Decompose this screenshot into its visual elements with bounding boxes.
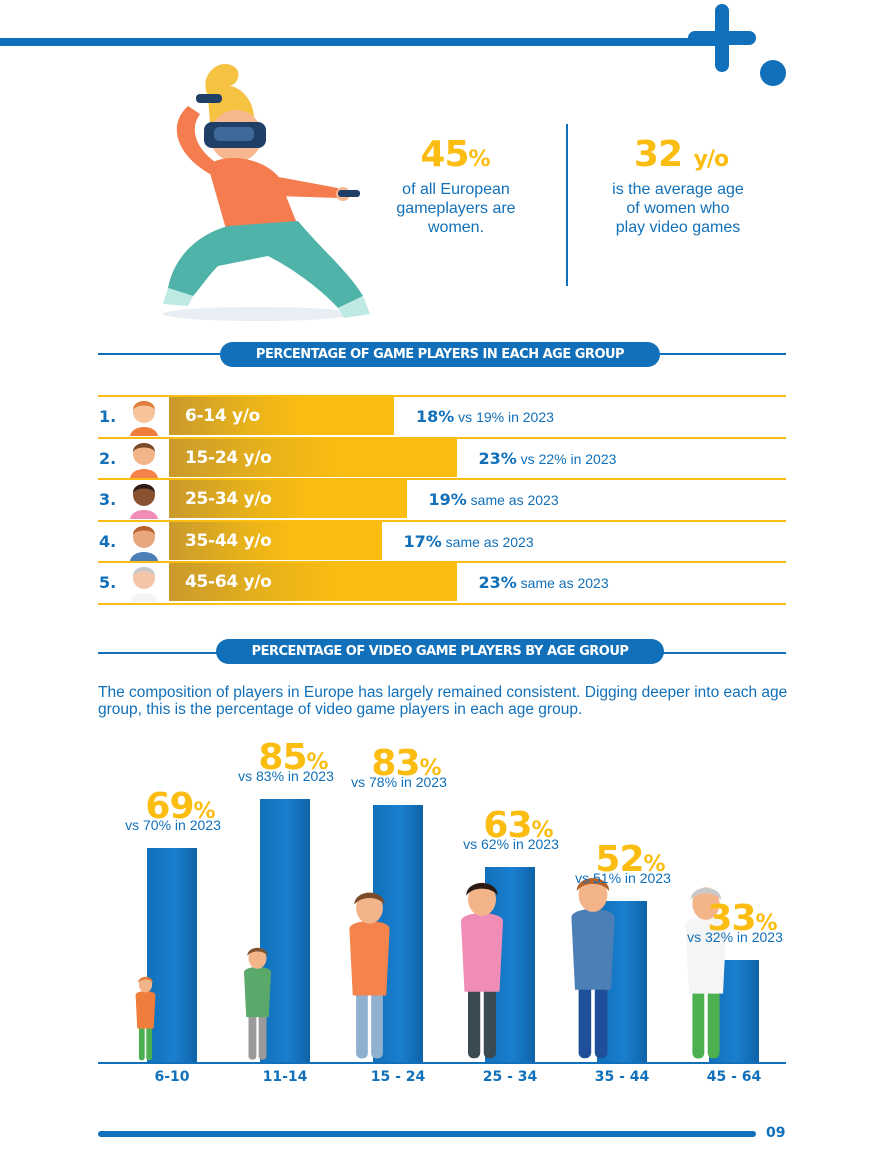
chart-x-tick-label: 35 - 44 bbox=[594, 1069, 650, 1085]
stat-average-age: 32 y/o bbox=[606, 134, 756, 175]
chart-value-label: 33% bbox=[692, 898, 792, 939]
age-group-person-figure bbox=[135, 976, 156, 1061]
row-number: 3. bbox=[99, 490, 117, 509]
chart-x-axis bbox=[98, 1062, 786, 1064]
row-value-percent: 23% bbox=[478, 573, 517, 592]
row-value-comparison: same as 2023 bbox=[466, 492, 559, 508]
chart-value-label: 63% bbox=[468, 805, 568, 846]
section1-title: PERCENTAGE OF GAME PLAYERS IN EACH AGE G… bbox=[220, 342, 660, 367]
chart-value-number: 52 bbox=[595, 838, 644, 880]
chart-x-tick-label: 25 - 34 bbox=[482, 1069, 538, 1085]
chart-x-tick-label: 45 - 64 bbox=[706, 1069, 762, 1085]
chart-x-tick-label: 15 - 24 bbox=[370, 1069, 426, 1085]
row-number: 4. bbox=[99, 531, 117, 551]
man-avatar-icon bbox=[130, 525, 158, 561]
chart-value-unit: % bbox=[306, 749, 329, 775]
table-row-divider bbox=[98, 478, 786, 480]
child-avatar-icon bbox=[130, 401, 158, 436]
row-value-comparison: same as 2023 bbox=[441, 533, 534, 550]
row-value-percent: 23% bbox=[478, 448, 517, 468]
age-group-person-figure bbox=[460, 882, 503, 1059]
chart-comparison-label: vs 70% in 2023 bbox=[125, 817, 221, 834]
stat-women-percent: 45% bbox=[390, 134, 520, 175]
chart-value-label: 83% bbox=[356, 743, 456, 784]
stat-value: 45 bbox=[420, 134, 469, 175]
chart-value-unit: % bbox=[193, 799, 216, 825]
section2-description: The composition of players in Europe has… bbox=[98, 684, 788, 718]
stat-unit: y/o bbox=[693, 147, 729, 172]
chart-value-number: 33 bbox=[707, 897, 756, 939]
row-value: 23% same as 2023 bbox=[479, 573, 609, 592]
chart-bar bbox=[147, 848, 197, 1062]
chart-value-unit: % bbox=[531, 817, 554, 843]
chart-value-label: 85% bbox=[243, 737, 343, 778]
row-number: 2. bbox=[99, 448, 117, 468]
footer-line bbox=[98, 1131, 756, 1137]
age-group-person-figure bbox=[349, 892, 390, 1059]
chart-value-number: 83 bbox=[371, 742, 420, 784]
row-value-comparison: vs 22% in 2023 bbox=[516, 450, 617, 467]
plus-decoration-icon bbox=[688, 4, 786, 86]
row-age-label: 6-14 y/o bbox=[185, 406, 261, 426]
chart-value-number: 85 bbox=[258, 736, 307, 778]
chart-value-label: 52% bbox=[580, 839, 680, 880]
top-decorative-line bbox=[0, 38, 720, 46]
age-group-person-figure bbox=[244, 947, 272, 1060]
table-row-divider bbox=[98, 519, 786, 522]
row-value: 19% same as 2023 bbox=[429, 490, 559, 509]
chart-value-label: 69% bbox=[130, 786, 230, 827]
chart-comparison-label: vs 32% in 2023 bbox=[687, 928, 783, 945]
row-value: 17% same as 2023 bbox=[404, 532, 534, 551]
chart-value-number: 63 bbox=[483, 804, 532, 846]
table-row-divider bbox=[98, 395, 786, 397]
chart-value-number: 69 bbox=[145, 786, 194, 828]
stat-value: 32 bbox=[633, 134, 683, 175]
row-value-comparison: same as 2023 bbox=[516, 575, 609, 591]
age-group-person-figure bbox=[685, 887, 726, 1059]
chart-comparison-label: vs 62% in 2023 bbox=[463, 835, 559, 852]
row-value-bar bbox=[169, 397, 394, 435]
row-value-percent: 19% bbox=[428, 490, 467, 509]
table-row-divider bbox=[98, 561, 786, 563]
table-row-divider bbox=[98, 602, 786, 605]
chart-value-unit: % bbox=[419, 755, 442, 781]
row-age-label: 35-44 y/o bbox=[185, 530, 272, 551]
row-value-percent: 17% bbox=[403, 531, 442, 551]
chart-x-tick-label: 6-10 bbox=[154, 1069, 190, 1085]
row-value-percent: 18% bbox=[416, 407, 455, 426]
young-woman-avatar-icon bbox=[130, 442, 158, 478]
age-group-person-figure bbox=[571, 877, 615, 1059]
chart-comparison-label: vs 51% in 2023 bbox=[575, 869, 671, 886]
row-value-bar bbox=[169, 563, 457, 601]
row-value-bar bbox=[169, 480, 407, 518]
row-value: 18% vs 19% in 2023 bbox=[416, 407, 554, 426]
row-number: 5. bbox=[99, 573, 117, 592]
row-number: 1. bbox=[99, 407, 117, 426]
chart-comparison-label: vs 83% in 2023 bbox=[238, 767, 334, 784]
stat-unit: % bbox=[468, 147, 491, 172]
vr-gamer-illustration bbox=[163, 64, 370, 321]
row-value-bar bbox=[169, 438, 457, 477]
row-age-label: 15-24 y/o bbox=[185, 447, 272, 468]
stat-divider bbox=[566, 124, 568, 286]
row-age-label: 25-34 y/o bbox=[185, 489, 272, 509]
row-value: 23% vs 22% in 2023 bbox=[479, 449, 617, 468]
section2-title: PERCENTAGE OF VIDEO GAME PLAYERS BY AGE … bbox=[216, 639, 664, 664]
page-number: 09 bbox=[766, 1125, 786, 1141]
table-row-divider bbox=[98, 436, 786, 439]
stat-average-age-text: is the average age of women who play vid… bbox=[612, 181, 744, 236]
chart-value-unit: % bbox=[643, 851, 666, 877]
chart-x-tick-label: 11-14 bbox=[262, 1069, 308, 1085]
chart-bar bbox=[260, 798, 310, 1062]
chart-comparison-label: vs 78% in 2023 bbox=[351, 773, 447, 790]
row-value-bar bbox=[169, 521, 382, 560]
woman-avatar-icon bbox=[130, 484, 158, 519]
row-value-comparison: vs 19% in 2023 bbox=[454, 409, 554, 425]
senior-woman-avatar-icon bbox=[130, 567, 158, 602]
stat-women-text: of all European gameplayers are women. bbox=[396, 181, 516, 236]
row-age-label: 45-64 y/o bbox=[185, 572, 272, 592]
chart-value-unit: % bbox=[755, 910, 778, 936]
